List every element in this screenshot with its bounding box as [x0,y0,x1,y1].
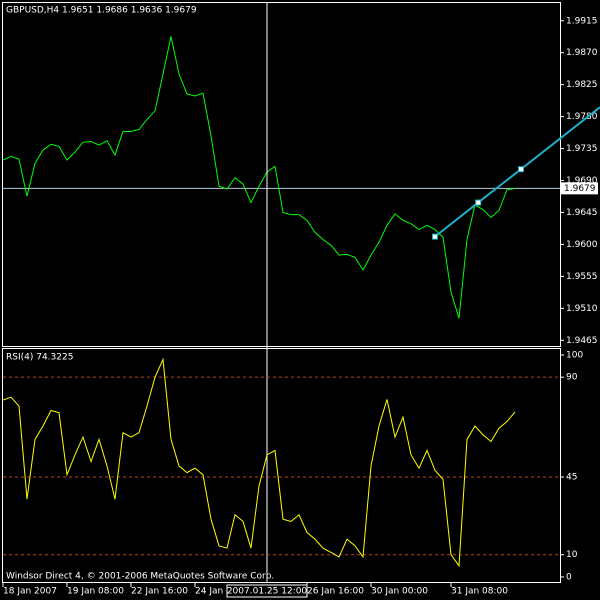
y-tick-label: 0 [566,572,572,582]
y-tick-label: 1.9510 [566,304,598,314]
series-line [3,36,516,319]
footer: Windsor Direct 4, © 2001-2006 MetaQuotes… [6,572,274,582]
x-tick-label: 19 Jan 08:00 [67,587,124,597]
chart-title: GBPUSD,H4 1.9651 1.9686 1.9636 1.9679 [6,6,197,16]
y-tick-label: 1.9915 [566,16,598,26]
crosshair-box [226,584,308,598]
trend-point [432,233,438,240]
price-box [561,182,598,195]
main-panel [2,2,561,347]
y-tick-label: 1.9735 [566,144,598,154]
y-tick-label: 1.9600 [566,240,598,250]
y-tick-label: 1.9645 [566,208,598,218]
rsi-title: RSI(4) 74.3225 [6,353,73,363]
x-tick-label: 30 Jan 00:00 [371,587,428,597]
x-tick-label: 26 Jan 16:00 [307,587,364,597]
y-tick-label: 90 [566,373,578,383]
trend-point [518,166,524,173]
x-tick-label: 24 Jan 00:00 [195,587,252,597]
plot-area [3,36,560,319]
crosshair-label: 2007.01.25 12:00 [227,587,308,597]
price-label: 1.9679 [564,184,596,194]
series-line [3,357,516,568]
y-tick-label: 1.9555 [566,272,598,282]
y-tick-label: 1.9870 [566,48,598,58]
y-tick-label: 1.9780 [566,112,598,122]
y-tick-label: 1.9825 [566,80,598,90]
x-tick-label: 31 Jan 08:00 [451,587,508,597]
plot-area [3,357,560,568]
y-tick-label: 100 [566,350,583,360]
rsi-panel [2,348,561,583]
trend-line-extension [520,106,600,170]
y-tick-label: 45 [566,473,577,483]
x-tick-label: 18 Jan 2007 [3,587,57,597]
y-tick-label: 10 [566,550,578,560]
y-tick-label: 1.9465 [566,336,598,346]
x-tick-label: 22 Jan 16:00 [131,587,188,597]
y-tick-label: 1.9690 [566,176,598,186]
trend-point [475,199,482,206]
